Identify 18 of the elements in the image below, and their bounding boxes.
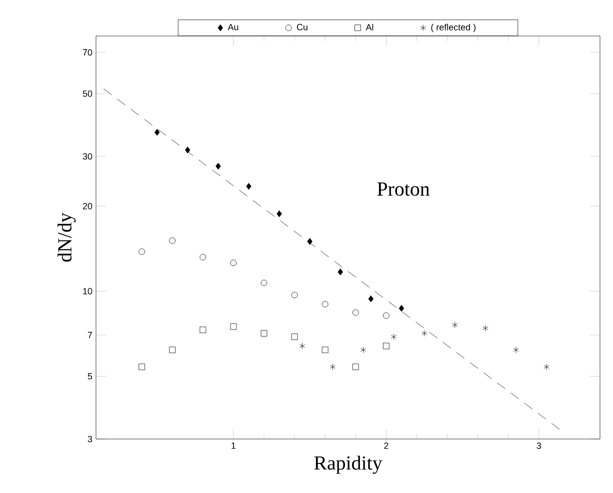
- legend-label: Cu: [296, 24, 308, 30]
- y-tick-label: 5: [88, 373, 92, 380]
- legend-label: Al: [366, 24, 374, 30]
- y-tick-label: 3: [88, 436, 92, 442]
- annotation: Proton: [377, 182, 430, 196]
- y-tick-label: 20: [82, 202, 92, 210]
- x-axis-title: Rapidity: [314, 456, 382, 474]
- x-tick-label: 3: [536, 442, 542, 449]
- y-tick-label: 50: [82, 90, 92, 97]
- x-tick-label: 1: [232, 442, 236, 449]
- y-tick-label: 30: [82, 153, 92, 160]
- y-tick-label: 7: [88, 332, 92, 338]
- x-tick-label: 2: [384, 442, 388, 449]
- y-tick-label: 10: [83, 288, 92, 294]
- y-axis-title: dN/dy: [58, 212, 76, 262]
- legend-label: ( reflected ): [431, 24, 476, 32]
- y-tick-label: 70: [82, 49, 92, 56]
- legend-label: Au: [228, 24, 238, 30]
